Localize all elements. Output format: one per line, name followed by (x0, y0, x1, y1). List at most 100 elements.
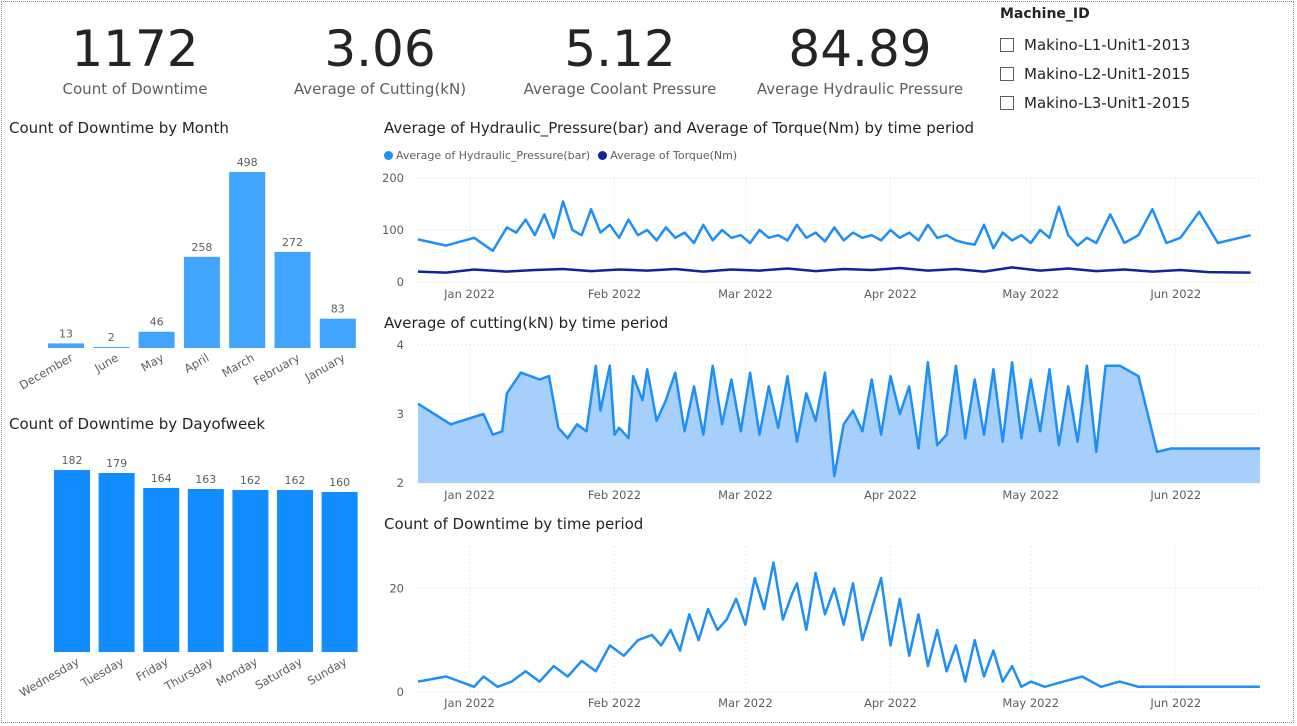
bar-june[interactable] (93, 347, 130, 348)
legend-item-torque[interactable]: Average of Torque(Nm) (598, 149, 737, 162)
slicer-item-l2[interactable]: Makino-L2-Unit1-2015 (1000, 59, 1230, 88)
bar-thursday[interactable] (187, 489, 224, 652)
series-line-primary[interactable] (417, 200, 1251, 253)
hydraulic-torque-legend: Average of Hydraulic_Pressure(bar) Avera… (384, 149, 737, 162)
kpi-label: Average Hydraulic Pressure (756, 80, 964, 98)
category-tick-label: February (251, 350, 302, 388)
bar-january[interactable] (319, 318, 356, 348)
slicer-item-label: Makino-L3-Unit1-2015 (1024, 93, 1191, 112)
downtime-time-chart-title: Count of Downtime by time period (384, 515, 644, 533)
category-tick-label: Tuesday (78, 654, 127, 690)
bar-saturday[interactable] (277, 490, 313, 652)
downtime-time-line-chart: 0 20 Jan 2022 Feb 2022 Mar 2022 Apr 2022 May 2… (389, 547, 1260, 710)
cutting-chart-title: Average of cutting(kN) by time period (384, 314, 669, 332)
kpi-average-cutting[interactable]: 3.06 Average of Cutting(kN) (280, 22, 480, 98)
dayofweek-chart-title: Count of Downtime by Dayofweek (9, 415, 266, 433)
legend-dot-icon (598, 151, 608, 160)
y-tick-label: 200 (382, 171, 404, 185)
y-tick-label: 0 (397, 275, 404, 289)
category-tick-label: June (91, 350, 121, 375)
bar-sunday[interactable] (321, 492, 358, 652)
kpi-label: Average of Cutting(kN) (293, 80, 467, 98)
y-tick-label: 100 (382, 223, 404, 237)
data-label: 163 (195, 473, 216, 486)
x-tick-label: Jan 2022 (443, 696, 495, 710)
x-tick-label: Jun 2022 (1149, 696, 1201, 710)
series-line-secondary[interactable] (417, 266, 1251, 274)
kpi-average-coolant-pressure[interactable]: 5.12 Average Coolant Pressure (515, 22, 725, 98)
data-label: 162 (285, 474, 306, 487)
bar-wednesday[interactable] (54, 470, 90, 652)
x-tick-label: Mar 2022 (718, 488, 773, 502)
data-label: 498 (237, 156, 258, 169)
slicer-item-label: Makino-L2-Unit1-2015 (1024, 64, 1191, 83)
checkbox-icon[interactable] (1000, 37, 1014, 52)
category-tick-label: Sunday (305, 654, 349, 688)
x-tick-label: Apr 2022 (864, 488, 917, 502)
kpi-average-hydraulic-pressure[interactable]: 84.89 Average Hydraulic Pressure (750, 22, 970, 98)
x-tick-label: Feb 2022 (588, 696, 641, 710)
category-tick-label: Wednesday (17, 654, 82, 700)
x-tick-label: Jan 2022 (443, 488, 495, 502)
kpi-value: 1172 (71, 20, 199, 78)
kpi-label: Count of Downtime (62, 80, 208, 98)
series-line-primary[interactable] (417, 361, 1260, 478)
bar-march[interactable] (229, 172, 266, 348)
kpi-label: Average Coolant Pressure (523, 80, 717, 98)
bar-april[interactable] (183, 256, 220, 348)
bar-friday[interactable] (143, 488, 180, 652)
machine-id-slicer: Machine_ID Makino-L1-Unit1-2013 Makino-L… (1000, 6, 1230, 117)
x-tick-label: Mar 2022 (718, 287, 773, 301)
hydraulic-torque-line-chart: 0 100 200 Jan 2022 Feb 2022 Mar 2022 Apr 2022 M… (382, 171, 1260, 301)
y-tick-label: 20 (389, 581, 404, 595)
checkbox-icon[interactable] (1000, 66, 1014, 81)
kpi-value: 5.12 (564, 20, 676, 78)
series-line-primary[interactable] (417, 561, 1260, 689)
month-chart-title: Count of Downtime by Month (9, 119, 229, 137)
x-tick-label: Apr 2022 (864, 287, 917, 301)
bar-monday[interactable] (232, 490, 269, 652)
slicer-item-l3[interactable]: Makino-L3-Unit1-2015 (1000, 88, 1230, 117)
checkbox-icon[interactable] (1000, 95, 1014, 110)
series-area (418, 362, 1260, 483)
data-label: 272 (282, 236, 303, 249)
kpi-value: 84.89 (788, 20, 932, 78)
kpi-value: 3.06 (324, 20, 436, 78)
x-tick-label: Jan 2022 (443, 287, 495, 301)
downtime-by-month-chart: 13December2June46May258April498March272F… (17, 156, 356, 392)
category-tick-label: May (139, 350, 167, 374)
downtime-by-dayofweek-chart: 182Wednesday179Tuesday164Friday163Thursd… (17, 454, 358, 700)
data-label: 83 (331, 303, 345, 316)
data-label: 2 (108, 331, 115, 344)
bar-february[interactable] (274, 251, 311, 348)
slicer-item-l1[interactable]: Makino-L1-Unit1-2013 (1000, 30, 1230, 59)
y-tick-label: 2 (397, 476, 404, 490)
category-tick-label: April (182, 350, 212, 375)
x-tick-label: Jun 2022 (1149, 488, 1201, 502)
slicer-item-label: Makino-L1-Unit1-2013 (1024, 35, 1191, 54)
x-tick-label: May 2022 (1002, 696, 1059, 710)
data-label: 182 (62, 454, 83, 467)
cutting-area-chart: 2 3 4 Jan 2022 Feb 2022 Mar 2022 Apr 2022 May 2… (397, 338, 1260, 502)
x-tick-label: May 2022 (1002, 488, 1059, 502)
y-tick-label: 3 (397, 407, 404, 421)
data-label: 258 (191, 241, 212, 254)
data-label: 179 (106, 457, 127, 470)
kpi-count-downtime[interactable]: 1172 Count of Downtime (40, 22, 230, 98)
data-label: 13 (59, 327, 73, 340)
data-label: 162 (240, 474, 261, 487)
x-tick-label: Jun 2022 (1149, 287, 1201, 301)
category-tick-label: December (17, 350, 76, 392)
x-tick-label: Feb 2022 (588, 287, 641, 301)
bar-may[interactable] (138, 331, 175, 348)
x-tick-label: May 2022 (1002, 287, 1059, 301)
legend-item-hydraulic[interactable]: Average of Hydraulic_Pressure(bar) (384, 149, 590, 162)
legend-dot-icon (384, 151, 393, 160)
bar-december[interactable] (48, 343, 84, 348)
hydraulic-torque-chart-title: Average of Hydraulic_Pressure(bar) and A… (384, 119, 975, 137)
category-tick-label: Thursday (161, 654, 215, 693)
bar-tuesday[interactable] (98, 473, 135, 652)
legend-label: Average of Torque(Nm) (610, 149, 738, 162)
y-tick-label: 4 (397, 338, 404, 352)
